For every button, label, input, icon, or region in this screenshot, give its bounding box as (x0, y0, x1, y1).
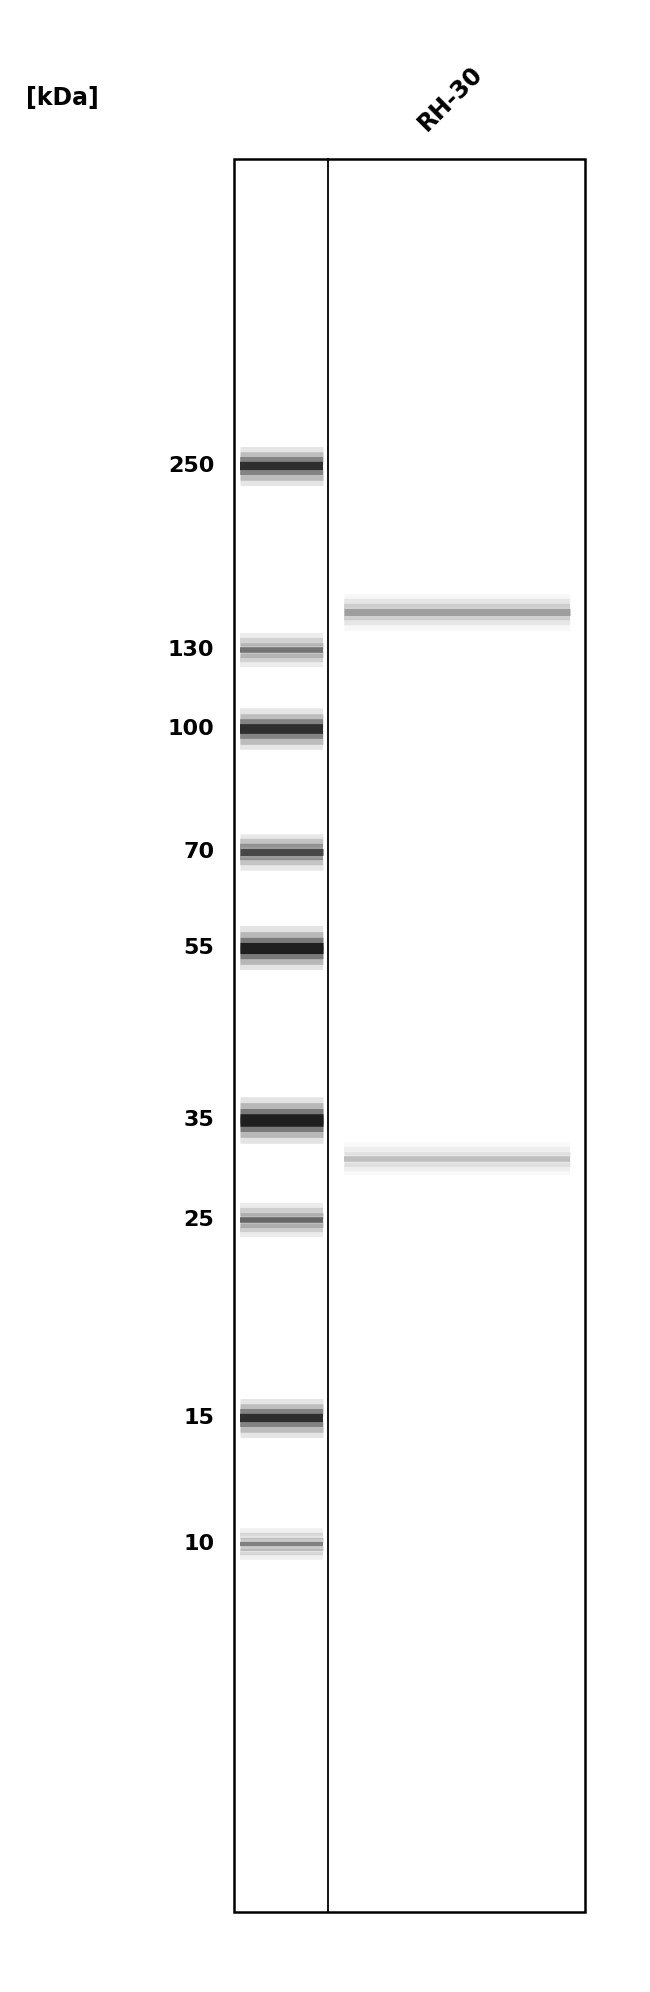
Text: RH-30: RH-30 (413, 62, 488, 135)
FancyBboxPatch shape (234, 159, 585, 1912)
Text: 35: 35 (184, 1110, 214, 1129)
Text: 25: 25 (184, 1209, 214, 1229)
Text: 100: 100 (168, 719, 215, 739)
Text: 10: 10 (183, 1534, 214, 1554)
Text: 130: 130 (168, 639, 215, 659)
Text: [kDa]: [kDa] (26, 86, 99, 110)
Text: 55: 55 (184, 938, 214, 958)
Text: 15: 15 (183, 1408, 214, 1428)
Text: 70: 70 (183, 843, 214, 863)
Text: 250: 250 (168, 456, 214, 476)
